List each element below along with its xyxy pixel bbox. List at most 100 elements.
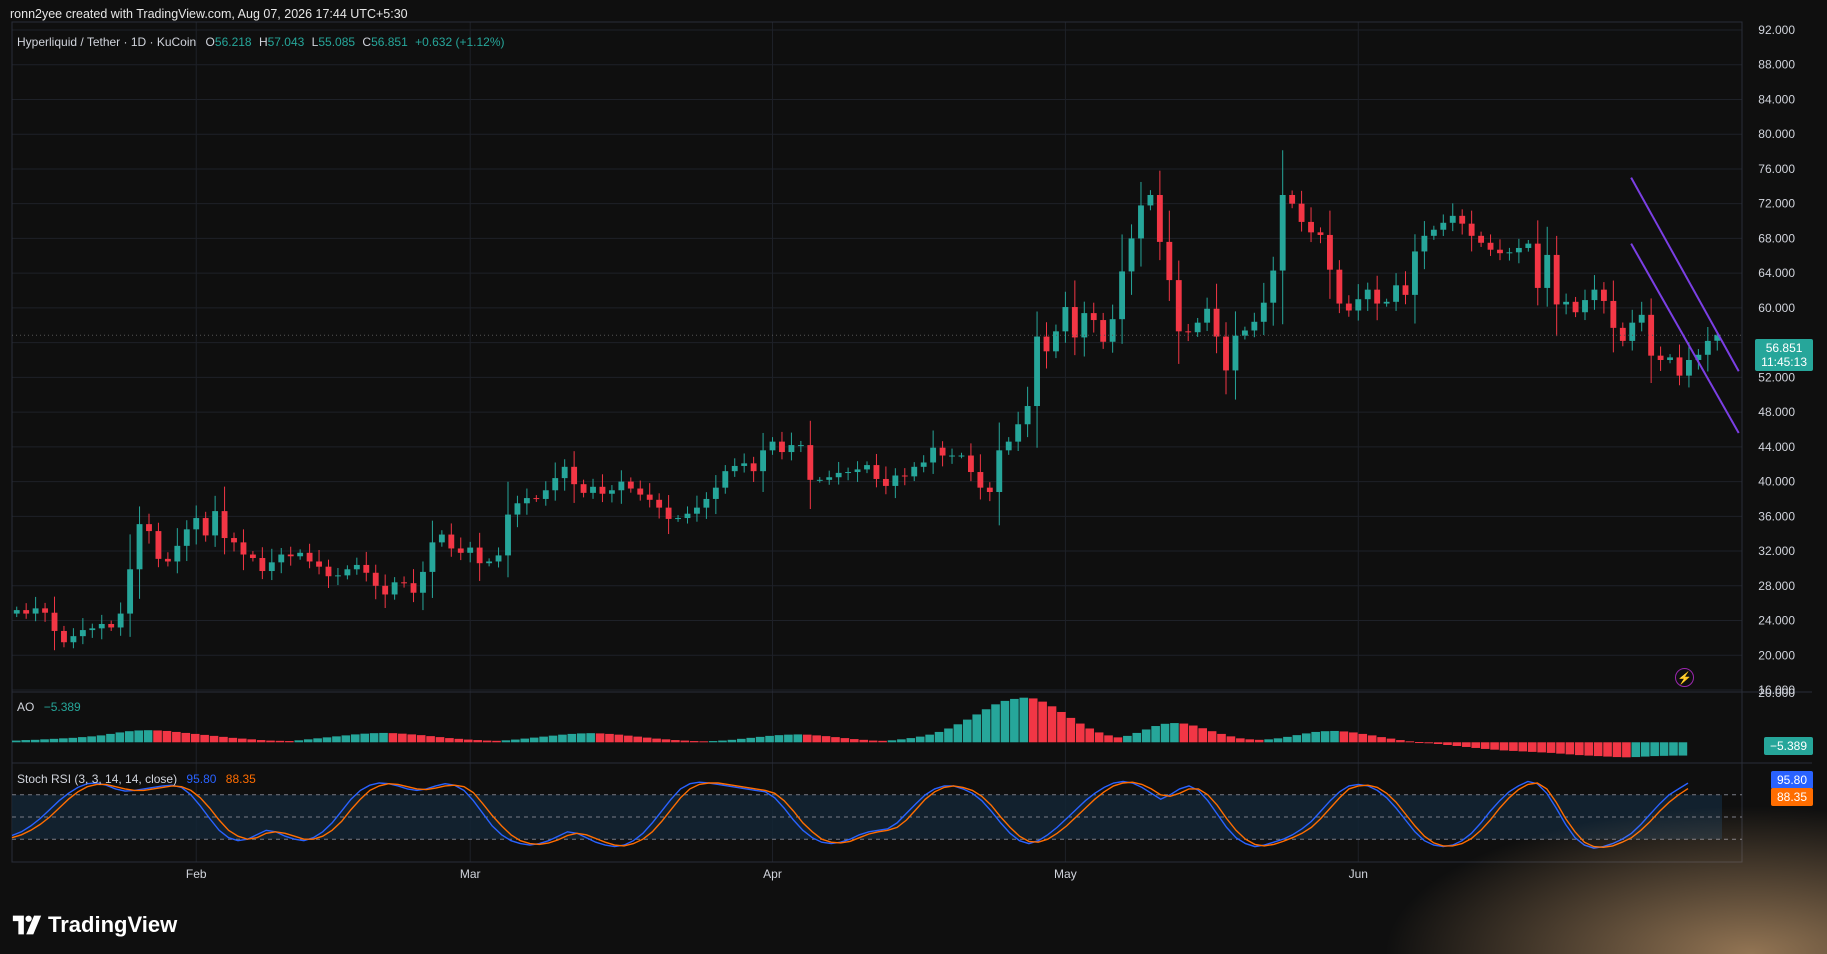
candle-body — [117, 613, 124, 628]
ao-bar — [1273, 738, 1283, 743]
ao-bar — [1349, 732, 1358, 743]
ao-bar — [209, 735, 219, 743]
candle-body — [1194, 322, 1201, 333]
candle-body — [410, 583, 417, 593]
candle-body — [514, 503, 521, 515]
symbol-label[interactable]: Hyperliquid / Tether · 1D · KuCoin — [17, 35, 197, 49]
ao-bar — [1480, 742, 1490, 749]
stoch-d-tag: 88.35 — [1770, 788, 1813, 806]
ao-bar — [1217, 733, 1226, 743]
candle-body — [797, 445, 804, 447]
time-tick-label: Mar — [460, 867, 481, 881]
ao-bar — [398, 733, 407, 743]
candle-body — [1024, 406, 1031, 425]
ao-bar — [30, 739, 40, 743]
candle-body — [1109, 319, 1116, 342]
ao-bar — [1462, 742, 1471, 747]
ao-bar — [831, 737, 840, 743]
ao-bar — [1123, 735, 1132, 743]
ao-bar — [369, 733, 379, 743]
tradingview-logo[interactable]: TradingView — [12, 912, 177, 938]
ao-bar — [944, 728, 953, 743]
candle-body — [1279, 195, 1286, 271]
time-tick-label: Apr — [763, 867, 782, 881]
lightning-icon[interactable]: ⚡ — [1675, 668, 1694, 687]
price-tick-label: 28.000 — [1758, 579, 1795, 593]
ao-bar — [454, 738, 464, 743]
candle-body — [457, 548, 464, 553]
candle-body — [854, 469, 861, 473]
candle-body — [1544, 254, 1551, 288]
ao-name[interactable]: AO — [17, 700, 35, 714]
descending-channel[interactable] — [1630, 177, 1740, 434]
ao-bar — [68, 737, 78, 743]
ao-bar — [897, 739, 906, 743]
ao-bar — [1141, 729, 1151, 743]
candle-body — [901, 475, 908, 477]
ao-bar — [1339, 731, 1349, 743]
candle-body — [694, 507, 700, 514]
ao-bar — [1283, 736, 1292, 743]
candle-body — [382, 585, 389, 595]
ao-value: −5.389 — [43, 700, 81, 714]
candle-body — [401, 582, 408, 584]
candle-body — [930, 447, 937, 463]
candle-body — [1308, 221, 1314, 233]
open-value: 56.218 — [214, 35, 252, 49]
price-tick-label: 88.000 — [1758, 58, 1795, 72]
ao-bar — [755, 736, 765, 743]
candle-body — [155, 531, 162, 559]
candle-body — [136, 524, 143, 570]
candle-body — [316, 561, 322, 567]
price-tick-label: 68.000 — [1758, 231, 1795, 245]
ao-bar — [501, 740, 511, 743]
candle-body — [816, 479, 823, 481]
ao-bar — [96, 735, 106, 743]
candle-body — [193, 518, 200, 530]
candle-body — [986, 487, 993, 492]
time-tick-label: Feb — [186, 867, 207, 881]
candle-body — [486, 561, 493, 564]
candle-body — [1459, 215, 1466, 224]
ao-bar — [256, 740, 266, 743]
candle-body — [249, 554, 256, 558]
ao-bar — [1010, 698, 1019, 743]
ao-bar — [360, 733, 369, 743]
candle-body — [627, 481, 634, 489]
ao-bar — [379, 732, 388, 743]
ao-bar — [1565, 742, 1575, 755]
candle-body — [1553, 254, 1560, 305]
candle-body — [949, 455, 955, 457]
ao-bar — [87, 736, 96, 743]
candle-body — [1005, 441, 1012, 451]
ao-bar — [812, 735, 821, 743]
candle-body — [1421, 235, 1428, 252]
candle-body — [476, 547, 483, 564]
candle-body — [495, 555, 502, 562]
ao-bar — [1367, 735, 1377, 743]
ao-legend: AO −5.389 — [17, 700, 81, 714]
candle-body — [826, 477, 833, 480]
candle-body — [1090, 313, 1097, 321]
candle-body — [656, 499, 663, 508]
ao-bar — [275, 740, 285, 743]
ao-bar — [1330, 730, 1339, 743]
candle-body — [1534, 243, 1541, 288]
candle-body — [183, 529, 190, 546]
candle-body — [807, 445, 814, 480]
ao-bar — [1452, 742, 1462, 746]
price-tick-label: 60.000 — [1758, 301, 1795, 315]
candle-body — [42, 608, 48, 613]
ao-bar — [1151, 726, 1160, 743]
candle-body — [1629, 322, 1636, 341]
ao-bar — [153, 730, 162, 743]
countdown-value: 11:45:13 — [1761, 355, 1807, 369]
ao-bar — [1047, 706, 1057, 743]
ao-bar — [558, 734, 567, 743]
stoch-name[interactable]: Stoch RSI (3, 3, 14, 14, close) — [17, 772, 178, 786]
candle-body — [552, 478, 559, 491]
price-tick-label: 40.000 — [1758, 475, 1795, 489]
price-tick-label: 84.000 — [1758, 92, 1795, 106]
price-tick-label: 44.000 — [1758, 440, 1795, 454]
